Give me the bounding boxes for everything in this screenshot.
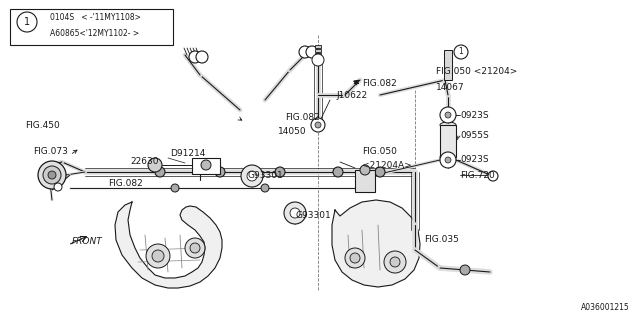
Circle shape <box>360 165 370 175</box>
Circle shape <box>54 183 62 191</box>
Circle shape <box>312 54 324 66</box>
Text: FRONT: FRONT <box>72 236 103 245</box>
Circle shape <box>290 208 300 218</box>
Circle shape <box>48 171 56 179</box>
Bar <box>192 158 220 174</box>
Text: J10622: J10622 <box>336 92 367 100</box>
Text: 0955S: 0955S <box>460 132 489 140</box>
Text: 0923S: 0923S <box>460 110 488 119</box>
Polygon shape <box>332 200 420 287</box>
Circle shape <box>146 244 170 268</box>
Circle shape <box>185 238 205 258</box>
Text: FIG.082: FIG.082 <box>108 180 143 188</box>
Circle shape <box>190 243 200 253</box>
Text: 14067: 14067 <box>436 84 465 92</box>
Circle shape <box>440 152 456 168</box>
Text: FIG.050: FIG.050 <box>362 148 397 156</box>
Text: A60865<'12MY1102- >: A60865<'12MY1102- > <box>50 29 139 38</box>
Ellipse shape <box>440 122 456 128</box>
Bar <box>315 45 321 48</box>
Circle shape <box>201 160 211 170</box>
Text: FIG.450: FIG.450 <box>25 122 60 131</box>
Text: FIG.082: FIG.082 <box>362 78 397 87</box>
Circle shape <box>38 161 66 189</box>
Circle shape <box>350 253 360 263</box>
Text: FIG.720: FIG.720 <box>460 171 495 180</box>
Bar <box>315 57 321 60</box>
Text: FIG.050 <21204>: FIG.050 <21204> <box>436 68 517 76</box>
Circle shape <box>333 167 343 177</box>
Circle shape <box>390 257 400 267</box>
Bar <box>440 125 456 157</box>
Circle shape <box>155 167 165 177</box>
Circle shape <box>445 112 451 118</box>
Circle shape <box>311 118 325 132</box>
Circle shape <box>261 184 269 192</box>
Circle shape <box>17 12 37 32</box>
Circle shape <box>171 184 179 192</box>
Text: 1: 1 <box>24 17 30 27</box>
Circle shape <box>148 158 162 172</box>
Circle shape <box>215 167 225 177</box>
Circle shape <box>454 45 468 59</box>
Circle shape <box>306 46 318 58</box>
Circle shape <box>440 107 456 123</box>
Text: 22630: 22630 <box>130 157 159 166</box>
Circle shape <box>345 248 365 268</box>
Circle shape <box>196 51 208 63</box>
Text: 0104S   < -'11MY1108>: 0104S < -'11MY1108> <box>50 12 141 21</box>
Bar <box>355 170 375 192</box>
Ellipse shape <box>440 154 456 160</box>
Circle shape <box>460 265 470 275</box>
Bar <box>10 9 173 45</box>
Circle shape <box>152 250 164 262</box>
Text: FIG.073: FIG.073 <box>33 147 68 156</box>
Bar <box>315 49 321 52</box>
Circle shape <box>315 122 321 128</box>
Bar <box>444 50 452 80</box>
Text: 1: 1 <box>459 47 463 57</box>
Circle shape <box>445 157 451 163</box>
Text: <21204A>: <21204A> <box>362 161 412 170</box>
Circle shape <box>43 166 61 184</box>
Text: G93301: G93301 <box>248 172 284 180</box>
Circle shape <box>375 167 385 177</box>
Text: D91214: D91214 <box>170 149 205 158</box>
Text: FIG.035: FIG.035 <box>424 235 459 244</box>
Circle shape <box>299 46 311 58</box>
Text: FIG.082: FIG.082 <box>285 114 320 123</box>
Text: 0923S: 0923S <box>460 156 488 164</box>
Circle shape <box>488 171 498 181</box>
Circle shape <box>241 165 263 187</box>
Text: A036001215: A036001215 <box>581 303 630 313</box>
Circle shape <box>189 51 201 63</box>
Bar <box>315 53 321 56</box>
Circle shape <box>384 251 406 273</box>
Polygon shape <box>115 202 222 288</box>
Circle shape <box>284 202 306 224</box>
Text: 14050: 14050 <box>278 127 307 137</box>
Text: G93301: G93301 <box>295 212 331 220</box>
Circle shape <box>275 167 285 177</box>
Circle shape <box>247 171 257 181</box>
